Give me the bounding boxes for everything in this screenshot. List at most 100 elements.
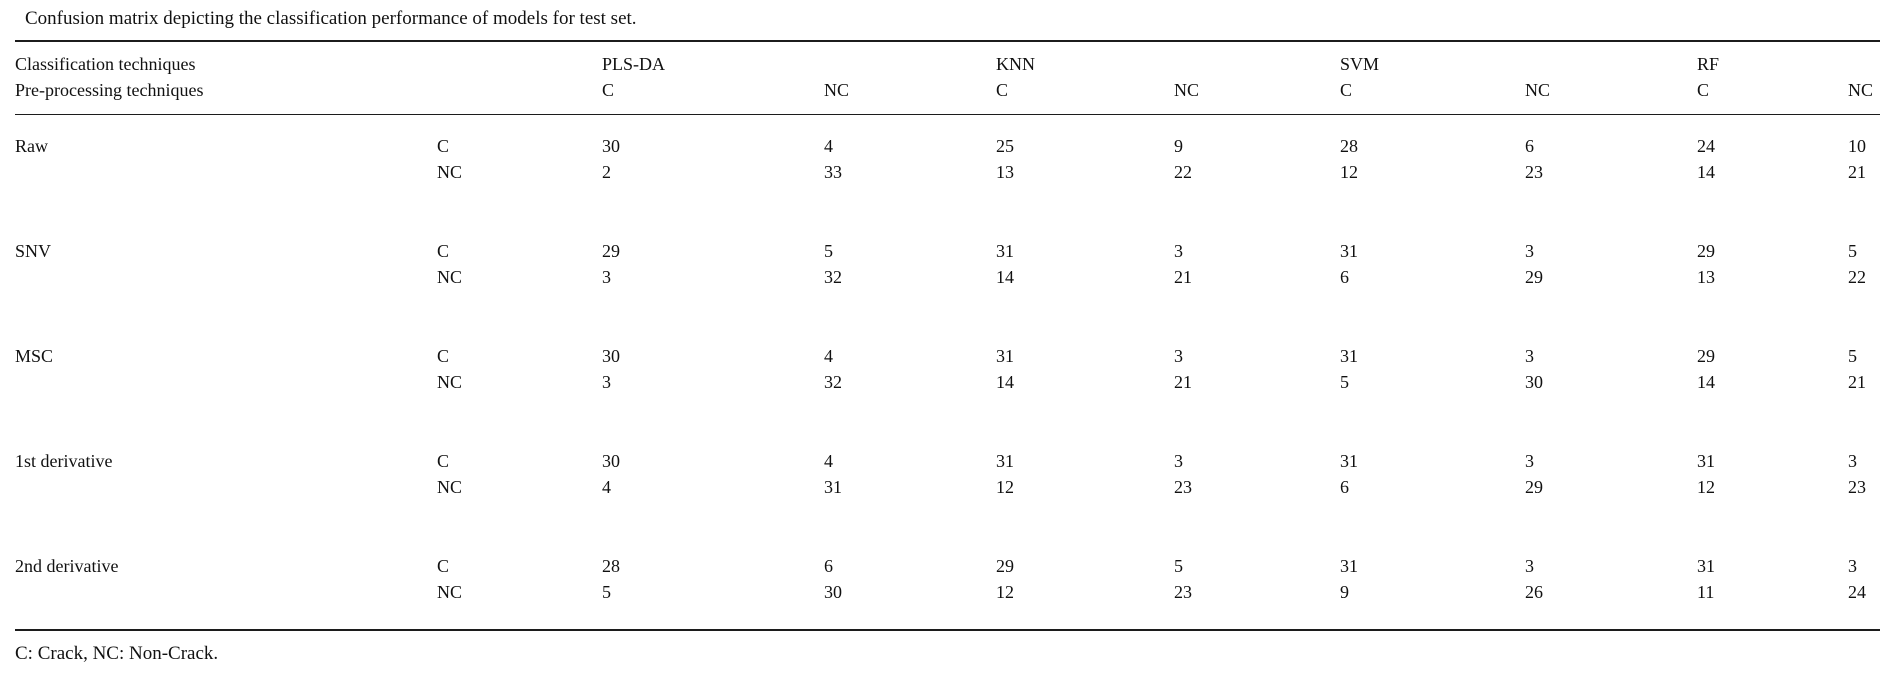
matrix-value: 5	[824, 241, 833, 261]
matrix-value: 4	[602, 477, 611, 497]
matrix-value: 30	[602, 346, 620, 366]
matrix-value: 5	[1174, 556, 1184, 576]
table-header: Classification techniques PLS-DA KNN SVM…	[15, 41, 1881, 115]
matrix-value: 23	[1525, 162, 1544, 182]
matrix-value: 13	[1697, 267, 1716, 287]
matrix-value: 5	[602, 582, 611, 602]
table-row: NC 3 32 14 21 5 30 14 21	[15, 369, 1880, 395]
matrix-value: 4	[824, 451, 833, 471]
matrix-value: 33	[824, 162, 842, 182]
matrix-value: 3	[1174, 451, 1184, 471]
matrix-value: 28	[1340, 136, 1359, 156]
table-footnote: C: Crack, NC: Non-Crack.	[15, 643, 219, 664]
matrix-value: 12	[996, 582, 1015, 602]
preprocessing-label	[15, 159, 437, 185]
table-row: NC 4 31 12 23 6 29 12 23	[15, 474, 1880, 500]
matrix-value: 31	[1697, 556, 1716, 576]
matrix-value: 31	[996, 451, 1015, 471]
matrix-value: 6	[1525, 136, 1535, 156]
matrix-value: 6	[824, 556, 833, 576]
matrix-value: 21	[1174, 372, 1193, 392]
matrix-value: 14	[996, 267, 1015, 287]
matrix-value: 32	[824, 372, 842, 392]
header-svm-nc: NC	[1525, 80, 1698, 115]
table-row: Raw C 30 4 25 9 28 6 24 10	[15, 115, 1880, 160]
matrix-value: 23	[1174, 582, 1193, 602]
matrix-value: 3	[1848, 556, 1858, 576]
matrix-value: 12	[996, 477, 1015, 497]
header-knn-c: C	[996, 80, 1175, 115]
matrix-value: 23	[1848, 477, 1867, 497]
header-row-subcolumns: Pre-processing techniques C NC C NC C NC…	[15, 80, 1881, 115]
matrix-value: 31	[1340, 556, 1359, 576]
group-spacer	[15, 185, 1880, 238]
matrix-value: 21	[1174, 267, 1193, 287]
matrix-value: 14	[996, 372, 1015, 392]
matrix-value: 3	[1525, 451, 1535, 471]
table-caption: Confusion matrix depicting the classific…	[25, 8, 637, 29]
matrix-value: 3	[1848, 451, 1858, 471]
header-preprocessing-techniques: Pre-processing techniques	[15, 80, 602, 115]
class-label: NC	[437, 267, 463, 287]
spacer-cell	[15, 500, 1880, 553]
matrix-value: 21	[1848, 162, 1867, 182]
matrix-value: 26	[1525, 582, 1544, 602]
matrix-value: 32	[824, 267, 842, 287]
group-spacer	[15, 395, 1880, 448]
matrix-value: 29	[1525, 477, 1544, 497]
spacer-cell	[15, 395, 1880, 448]
matrix-value: 3	[602, 267, 611, 287]
matrix-value: 31	[996, 346, 1015, 366]
matrix-value: 29	[1697, 241, 1716, 261]
table-row: MSC C 30 4 31 3 31 3 29 5	[15, 343, 1880, 369]
matrix-value: 6	[1340, 477, 1350, 497]
header-rf-c: C	[1697, 80, 1849, 115]
matrix-value: 3	[1525, 556, 1535, 576]
class-label: NC	[437, 582, 463, 602]
preprocessing-label: MSC	[15, 346, 54, 366]
header-model-knn: KNN	[996, 54, 1036, 74]
table-row: NC 5 30 12 23 9 26 11 24	[15, 579, 1880, 630]
class-label: NC	[437, 477, 463, 497]
matrix-value: 24	[1848, 582, 1867, 602]
header-knn-nc: NC	[1174, 80, 1341, 115]
class-label: C	[437, 241, 450, 261]
matrix-value: 10	[1848, 136, 1867, 156]
matrix-value: 22	[1848, 267, 1867, 287]
class-label: C	[437, 346, 450, 366]
matrix-value: 30	[602, 136, 620, 156]
matrix-value: 14	[1697, 372, 1716, 392]
matrix-value: 30	[824, 582, 842, 602]
table-row: NC 3 32 14 21 6 29 13 22	[15, 264, 1880, 290]
matrix-value: 25	[996, 136, 1015, 156]
matrix-value: 6	[1340, 267, 1350, 287]
class-label: NC	[437, 372, 463, 392]
preprocessing-label	[15, 579, 437, 630]
matrix-value: 29	[996, 556, 1015, 576]
header-svm-c: C	[1340, 80, 1526, 115]
class-label: C	[437, 451, 450, 471]
matrix-value: 3	[1525, 241, 1535, 261]
matrix-value: 23	[1174, 477, 1193, 497]
matrix-value: 30	[602, 451, 620, 471]
table-row: 1st derivative C 30 4 31 3 31 3 31 3	[15, 448, 1880, 474]
header-model-plsda: PLS-DA	[602, 54, 666, 74]
matrix-value: 28	[602, 556, 620, 576]
matrix-value: 5	[1340, 372, 1350, 392]
header-plsda-c: C	[602, 80, 824, 115]
matrix-value: 2	[602, 162, 611, 182]
class-label: C	[437, 136, 450, 156]
matrix-value: 3	[1174, 241, 1184, 261]
confusion-matrix-table: Classification techniques PLS-DA KNN SVM…	[15, 40, 1881, 631]
matrix-value: 4	[824, 136, 833, 156]
spacer-cell	[15, 185, 1880, 238]
matrix-value: 9	[1340, 582, 1350, 602]
preprocessing-label: 1st derivative	[15, 451, 113, 471]
matrix-value: 5	[1848, 241, 1858, 261]
matrix-value: 29	[1525, 267, 1544, 287]
matrix-value: 29	[602, 241, 620, 261]
matrix-value: 12	[1697, 477, 1716, 497]
preprocessing-label: Raw	[15, 136, 48, 156]
matrix-value: 31	[1340, 451, 1359, 471]
matrix-value: 21	[1848, 372, 1867, 392]
